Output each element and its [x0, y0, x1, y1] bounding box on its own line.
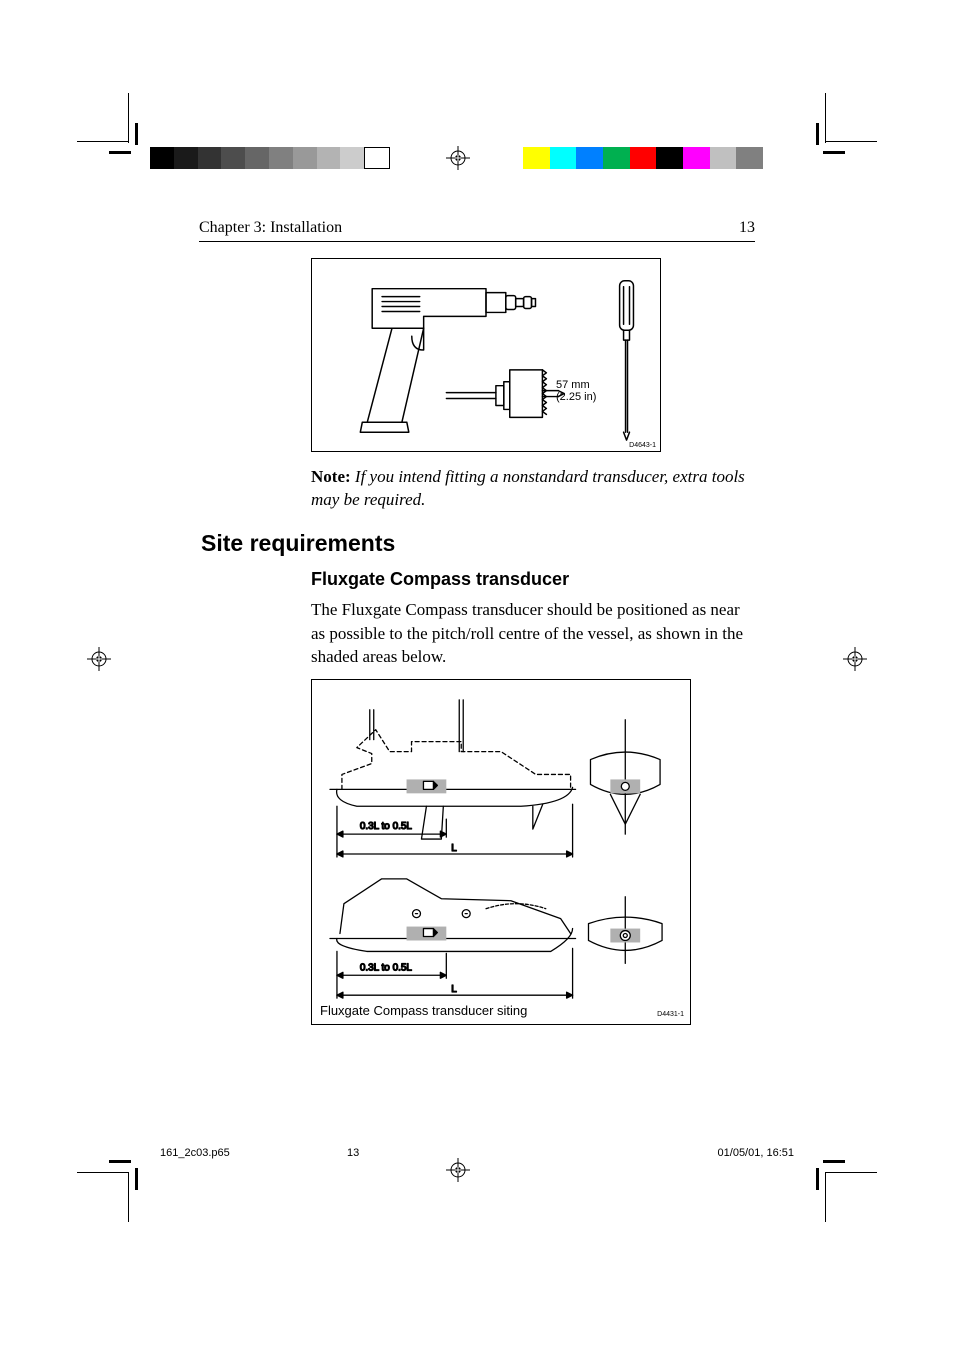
color-swatch	[736, 147, 763, 169]
crop-mark	[135, 1168, 138, 1190]
section-heading-site-requirements: Site requirements	[201, 530, 751, 557]
svg-text:L: L	[451, 843, 457, 854]
tools-figure: 57 mm (2.25 in) D4643-1	[311, 258, 661, 452]
footer-datetime: 01/05/01, 16:51	[718, 1147, 794, 1159]
grayscale-swatch	[150, 147, 174, 169]
page-header: Chapter 3: Installation 13	[199, 219, 755, 242]
color-swatch	[603, 147, 630, 169]
siting-figure: 0.3L to 0.5L L	[311, 679, 691, 1025]
page-footer: 161_2c03.p65 13 01/05/01, 16:51	[160, 1147, 794, 1159]
crop-mark	[823, 1160, 845, 1163]
figure-caption: Fluxgate Compass transducer siting	[320, 1003, 527, 1018]
page-number: 13	[739, 219, 755, 237]
grayscale-swatch	[174, 147, 198, 169]
crop-mark	[816, 123, 819, 145]
figure-id: D4431-1	[657, 1011, 684, 1018]
crop-mark	[825, 1172, 877, 1173]
grayscale-swatch	[245, 147, 269, 169]
crop-mark	[816, 1168, 819, 1190]
footer-page: 13	[347, 1147, 359, 1159]
grayscale-swatch	[198, 147, 222, 169]
color-swatch	[710, 147, 737, 169]
chapter-title: Chapter 3: Installation	[199, 219, 342, 237]
grayscale-swatch	[269, 147, 293, 169]
subsection-heading-fluxgate: Fluxgate Compass transducer	[311, 569, 751, 590]
crop-mark	[823, 151, 845, 154]
grayscale-swatch	[293, 147, 317, 169]
grayscale-swatch	[317, 147, 341, 169]
svg-text:L: L	[451, 984, 457, 995]
crop-mark	[77, 1172, 129, 1173]
registration-mark-icon	[87, 647, 111, 671]
crop-mark	[825, 141, 877, 142]
crop-mark	[128, 93, 129, 143]
crop-mark	[77, 141, 129, 142]
crop-mark	[109, 1160, 131, 1163]
note-paragraph: Note: If you intend fitting a nonstandar…	[311, 466, 751, 512]
color-swatch	[576, 147, 603, 169]
crop-mark	[109, 151, 131, 154]
registration-mark-icon	[843, 647, 867, 671]
crop-mark	[825, 93, 826, 143]
grayscale-swatch	[340, 147, 364, 169]
note-text: If you intend fitting a nonstandard tran…	[311, 467, 745, 509]
svg-text:0.3L to 0.5L: 0.3L to 0.5L	[360, 963, 413, 974]
grayscale-swatch	[221, 147, 245, 169]
color-swatch	[523, 147, 550, 169]
color-calibration-bar	[523, 147, 763, 169]
footer-filename: 161_2c03.p65	[160, 1147, 230, 1159]
grayscale-swatch	[364, 147, 390, 169]
note-label: Note:	[311, 467, 351, 486]
figure-id: D4643-1	[629, 442, 656, 449]
color-swatch	[630, 147, 657, 169]
registration-mark-icon	[446, 1158, 470, 1182]
body-paragraph: The Fluxgate Compass transducer should b…	[311, 598, 751, 669]
dim-mm: 57 mm	[556, 379, 590, 391]
content-column: 57 mm (2.25 in) D4643-1 Note: If you int…	[271, 258, 751, 1025]
crop-mark	[825, 1172, 826, 1222]
crop-mark	[135, 123, 138, 145]
hole-saw-dimension: 57 mm (2.25 in)	[556, 379, 596, 403]
svg-text:0.3L to 0.5L: 0.3L to 0.5L	[360, 821, 413, 832]
color-swatch	[550, 147, 577, 169]
color-swatch	[656, 147, 683, 169]
registration-mark-icon	[446, 146, 470, 170]
dim-in: (2.25 in)	[556, 391, 596, 403]
grayscale-calibration-bar	[150, 147, 390, 169]
crop-mark	[128, 1172, 129, 1222]
page: Chapter 3: Installation 13	[0, 0, 954, 1351]
color-swatch	[683, 147, 710, 169]
